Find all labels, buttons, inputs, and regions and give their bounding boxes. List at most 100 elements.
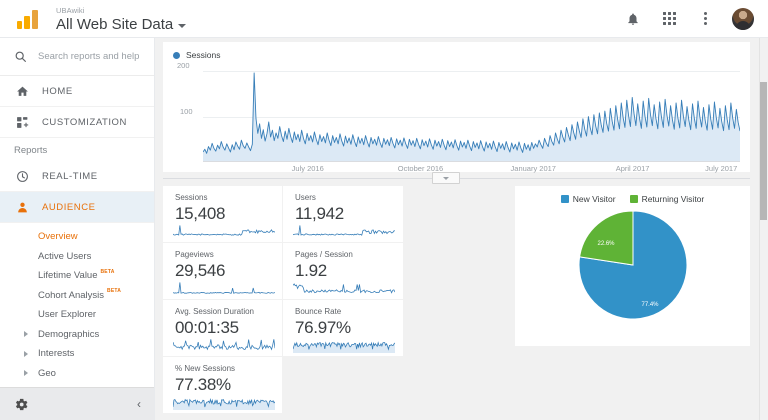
metric-card[interactable]: Avg. Session Duration 00:01:35 [163,300,283,357]
metric-card[interactable]: Sessions 15,408 [163,186,283,243]
metric-sparkline [173,339,275,351]
sidebar-item-geo[interactable]: Geo [0,364,154,384]
apps-grid-icon[interactable] [660,10,678,28]
chevron-right-icon [24,350,28,357]
bell-icon[interactable] [624,10,642,28]
metric-title: Pageviews [175,250,214,259]
sidebar-item-active-users[interactable]: Active Users [0,247,154,267]
metric-card[interactable]: Pageviews 29,546 [163,243,283,300]
sidebar-item-label: AUDIENCE [42,201,96,213]
sessions-chart-panel: Sessions 200 100 July 2016 October 2016 … [163,42,750,173]
beta-badge: BETA [100,268,115,275]
metric-sparkline [293,283,395,294]
sidebar-item-label: REAL-TIME [42,170,98,182]
metric-card[interactable]: Pages / Session 1.92 [283,243,403,300]
sidebar-item-customization[interactable]: CUSTOMIZATION [0,107,154,138]
x-tick-label: July 2016 [291,164,324,173]
y-tick-200: 200 [177,61,190,71]
metric-value: 76.97% [295,318,351,337]
pie-slice-label-new-visitor: 77.4% [641,302,659,308]
sessions-series-path [203,72,740,162]
date-range-slider-handle[interactable] [432,172,460,184]
chevron-right-icon [24,370,28,377]
metric-title: Pages / Session [295,250,353,259]
beta-badge: BETA [107,288,122,295]
x-tick-label: July 2017 [705,164,738,173]
metric-card-empty [283,357,403,414]
pie-legend: New Visitor Returning Visitor [515,186,750,204]
chevron-left-icon[interactable]: ‹ [137,397,141,411]
main-scrollbar[interactable] [759,38,768,420]
legend-label-sessions: Sessions [186,50,221,60]
x-tick-label: April 2017 [615,164,650,173]
metric-title: Sessions [175,193,208,202]
google-analytics-logo[interactable] [0,0,56,38]
account-name: UBAwiki [56,5,85,15]
view-name: All Web Site Data [56,15,174,33]
chevron-down-icon[interactable] [178,24,187,28]
x-tick-label: October 2016 [397,164,444,173]
metric-cards: Sessions 15,408 Users 11,942 Pageviews 2… [163,186,403,414]
sidebar-item-user-explorer[interactable]: User Explorer [0,305,154,325]
legend-label-returning-visitor: Returning Visitor [641,194,705,204]
sidebar-item-real-time[interactable]: REAL-TIME [0,161,154,192]
legend-swatch-new-visitor [560,195,569,203]
pie-slice-label-returning-visitor: 22.6% [597,241,615,247]
sidebar-item-label: HOME [42,85,73,97]
sidebar-item-audience[interactable]: AUDIENCE [0,192,154,223]
metric-value: 15,408 [175,204,226,223]
sidebar-item-interests[interactable]: Interests [0,344,154,364]
pie-chart[interactable]: 77.4% 22.6% [578,210,688,320]
sidebar-item-overview[interactable]: Overview [0,227,154,247]
legend-swatch-sessions [173,51,180,59]
metric-sparkline [293,341,395,353]
chart-legend[interactable]: Sessions [173,50,740,60]
account-view-selector[interactable]: UBAwiki All Web Site Data [56,0,187,38]
sidebar-item-label: Active Users [38,250,92,262]
metric-title: Avg. Session Duration [175,307,255,316]
sessions-line-plot[interactable]: 200 100 July 2016 October 2016 January 2… [173,61,740,173]
sidebar-footer: ‹ [0,387,154,420]
metric-title: % New Sessions [175,364,236,373]
sidebar-item-home[interactable]: HOME [0,76,154,107]
main-content: Sessions 200 100 July 2016 October 2016 … [155,38,768,420]
sidebar-item-label: Demographics [38,328,100,340]
home-icon [14,85,30,98]
chevron-right-icon [24,331,28,338]
metric-card[interactable]: % New Sessions 77.38% [163,357,283,414]
x-tick-label: January 2017 [510,164,556,173]
metric-sparkline [293,225,395,236]
avatar[interactable] [732,7,754,30]
sidebar-item-demographics[interactable]: Demographics [0,325,154,345]
search-icon [14,50,27,63]
metric-value: 77.38% [175,375,231,394]
top-bar: UBAwiki All Web Site Data [0,0,768,38]
y-tick-100: 100 [180,106,193,116]
metric-value: 11,942 [295,204,344,223]
search-placeholder: Search reports and help [38,51,140,62]
person-icon [14,201,30,214]
metric-title: Bounce Rate [295,307,342,316]
metric-value: 1.92 [295,261,327,280]
metric-title: Users [295,193,316,202]
sidebar-item-label: Lifetime Value [38,270,98,282]
legend-swatch-returning-visitor [629,195,638,203]
sidebar-item-label: User Explorer [38,309,97,321]
main-scrollbar-thumb[interactable] [760,82,767,220]
gear-icon[interactable] [14,397,29,412]
kebab-menu-icon[interactable] [696,10,714,28]
legend-label-new-visitor: New Visitor [572,194,616,204]
legend-item-returning-visitor[interactable]: Returning Visitor [629,194,705,204]
sidebar-item-lifetime-value[interactable]: Lifetime Value BETA [0,266,154,286]
clock-icon [14,170,30,183]
sidebar-item-label: Geo [38,367,56,379]
sidebar-item-label: Cohort Analysis [38,289,105,301]
sidebar-item-cohort-analysis[interactable]: Cohort Analysis BETA [0,286,154,306]
metric-sparkline [173,282,275,294]
metric-card[interactable]: Users 11,942 [283,186,403,243]
customization-icon [14,116,30,129]
sidebar-item-label: Overview [38,231,78,243]
search-input[interactable]: Search reports and help [0,38,154,76]
legend-item-new-visitor[interactable]: New Visitor [560,194,616,204]
metric-card[interactable]: Bounce Rate 76.97% [283,300,403,357]
